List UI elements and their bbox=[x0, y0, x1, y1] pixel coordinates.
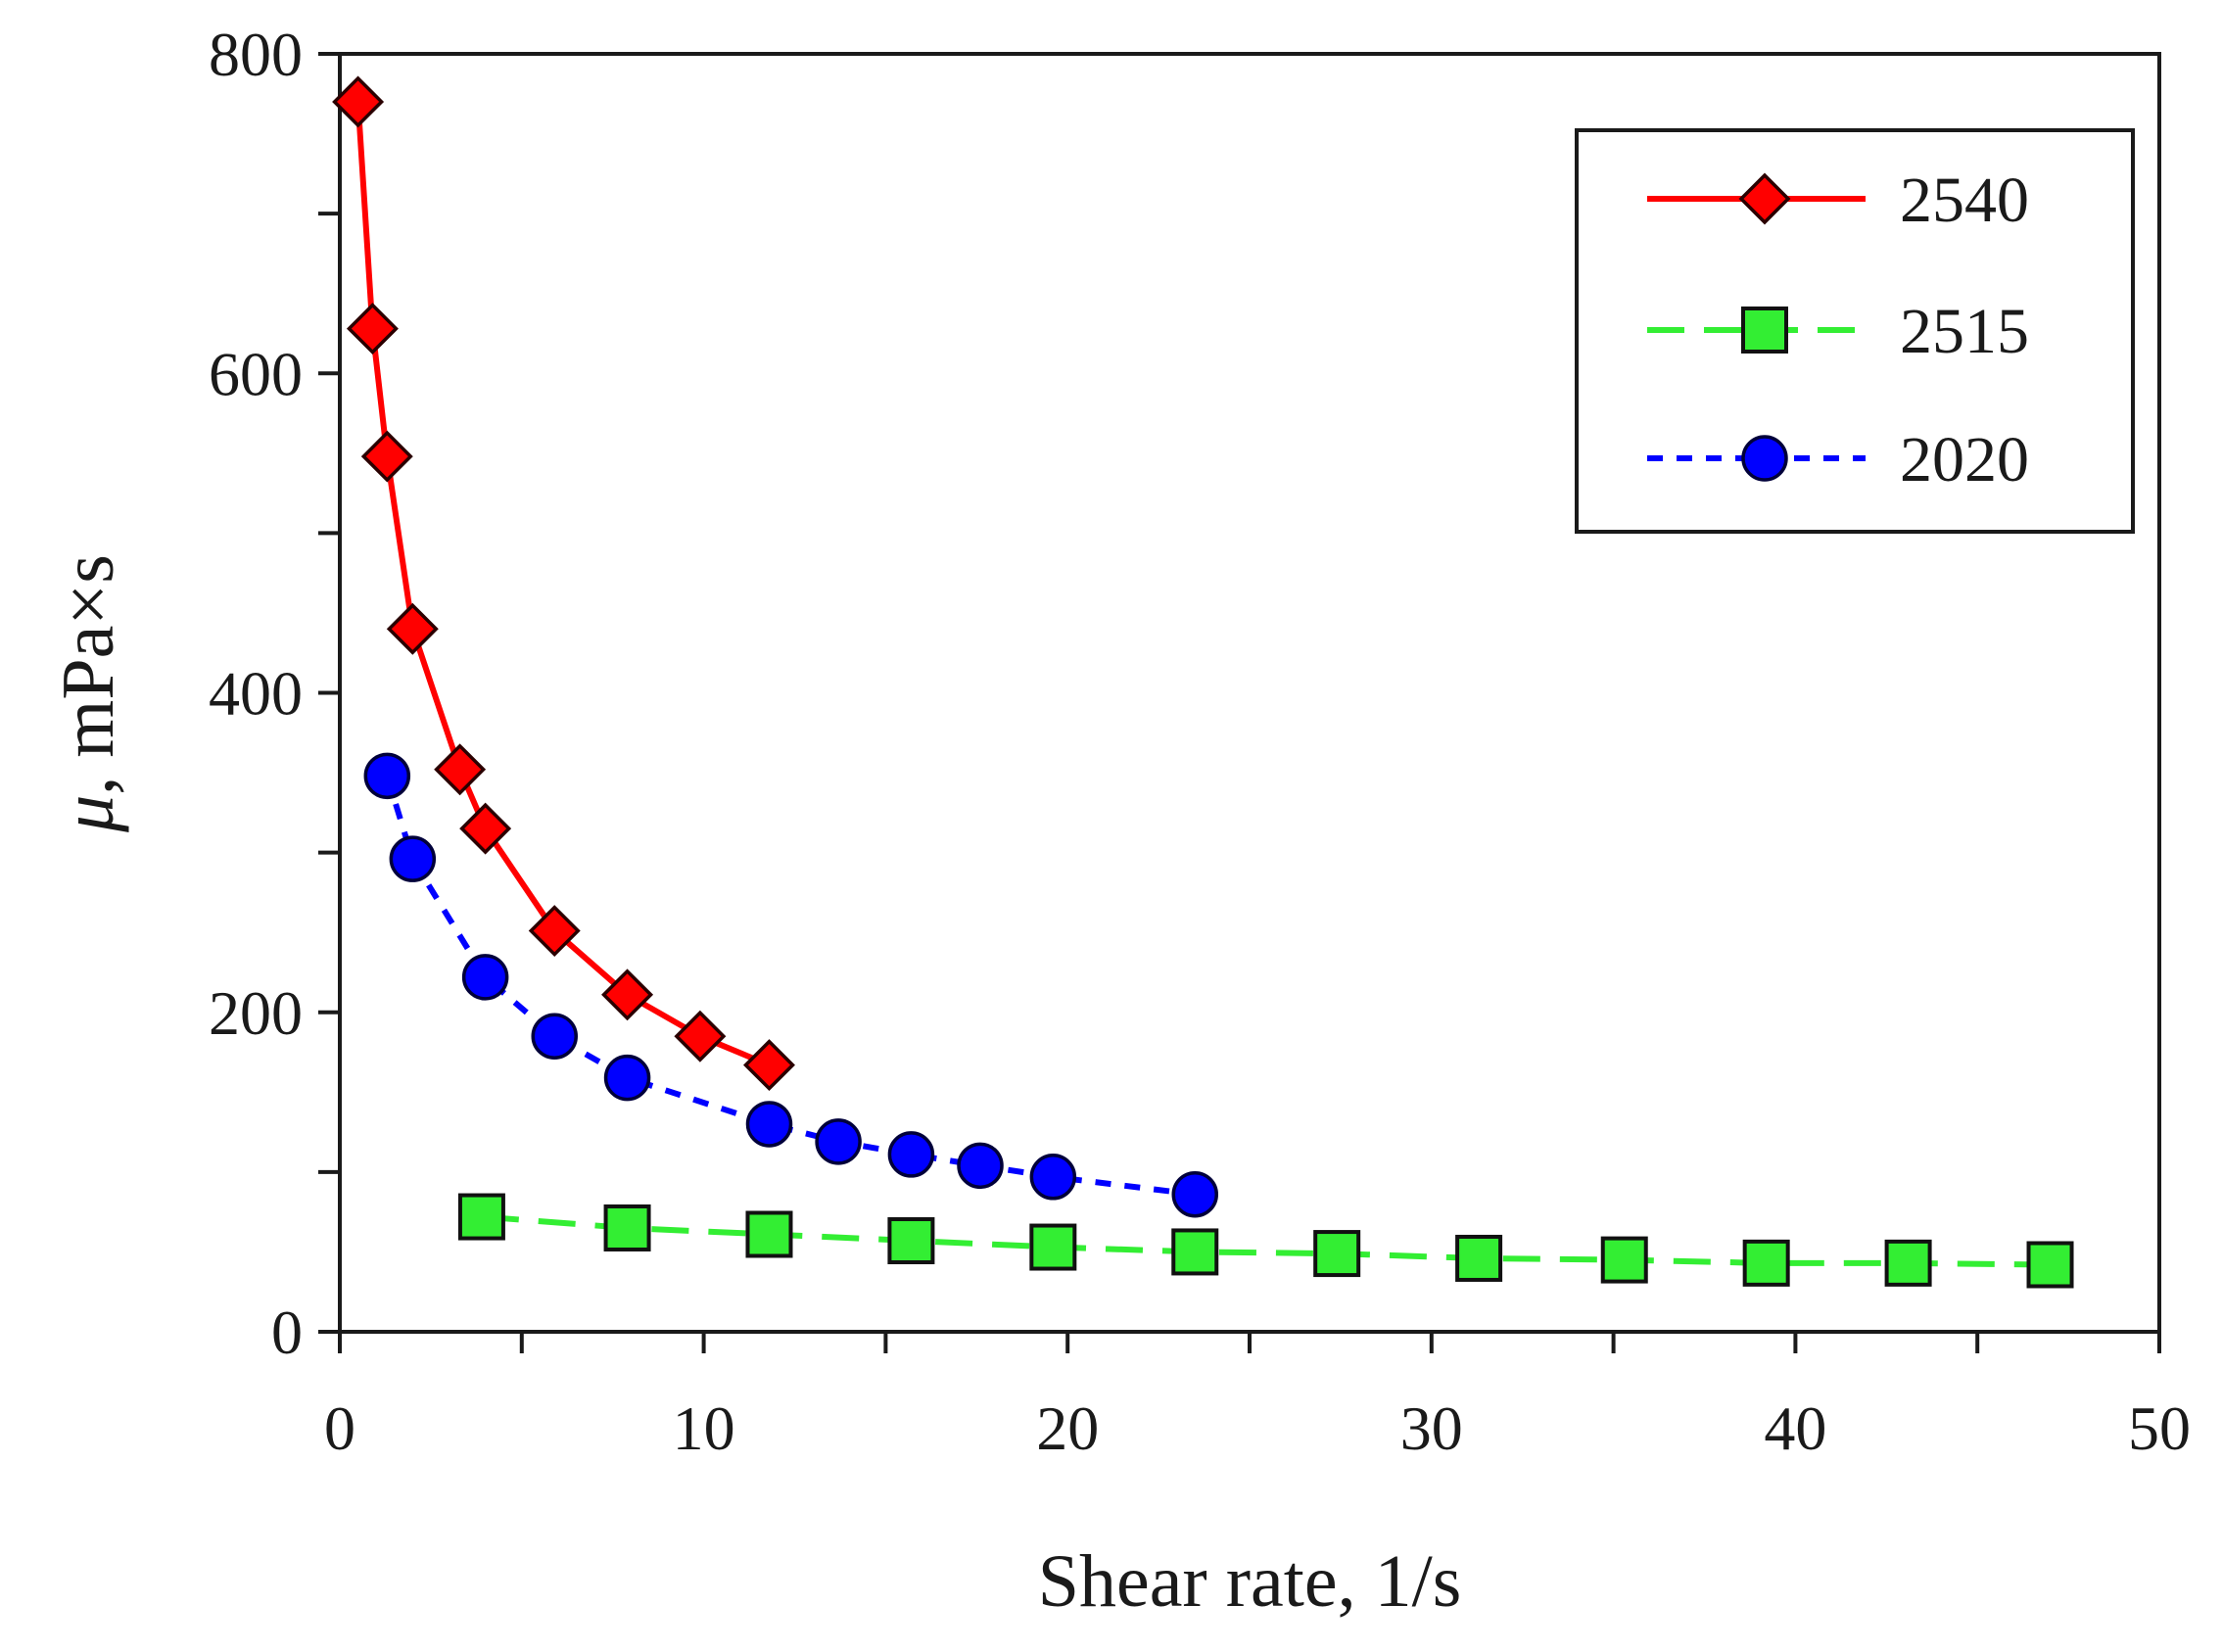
legend-marker-2515 bbox=[1741, 307, 1788, 354]
x-axis-title: Shear rate, 1/s bbox=[1038, 1540, 1462, 1623]
data-point-2020 bbox=[957, 1142, 1004, 1190]
y-tick-label: 800 bbox=[209, 20, 303, 89]
series-line-2540 bbox=[355, 101, 771, 1068]
series-line-2515 bbox=[481, 1213, 2051, 1268]
data-point-2515 bbox=[1455, 1234, 1503, 1282]
data-point-2540 bbox=[743, 1039, 795, 1092]
data-point-2515 bbox=[1742, 1239, 1790, 1287]
legend-label-2515: 2515 bbox=[1900, 296, 2029, 367]
data-point-2020 bbox=[815, 1118, 862, 1165]
y-axis-title-symbol: μ bbox=[47, 795, 129, 833]
y-axis: 0 200 400 600 800 bbox=[209, 20, 340, 1367]
y-axis-title-units: , mPa×s bbox=[47, 554, 129, 795]
legend-label-2020: 2020 bbox=[1900, 424, 2029, 496]
data-point-2540 bbox=[434, 743, 487, 796]
x-tick-label: 50 bbox=[2128, 1393, 2191, 1463]
data-point-2540 bbox=[386, 602, 439, 655]
y-axis-title: μ, mPa×s bbox=[47, 554, 129, 833]
series-line-2020 bbox=[384, 775, 1196, 1198]
data-point-2020 bbox=[887, 1131, 935, 1178]
legend-marker-2020 bbox=[1741, 435, 1788, 482]
data-point-2515 bbox=[745, 1210, 793, 1258]
data-point-2020 bbox=[603, 1054, 651, 1102]
data-point-2540 bbox=[528, 905, 581, 958]
data-point-2515 bbox=[887, 1217, 935, 1265]
data-point-2020 bbox=[745, 1101, 793, 1148]
data-point-2515 bbox=[603, 1204, 651, 1251]
legend-label-2540: 2540 bbox=[1900, 165, 2029, 236]
y-tick-label: 0 bbox=[271, 1298, 303, 1367]
data-point-2540 bbox=[346, 303, 399, 355]
x-axis: 0 10 20 30 40 50 bbox=[324, 1332, 2191, 1463]
series-lines bbox=[355, 101, 2051, 1268]
legend-marker-2540 bbox=[1738, 172, 1791, 225]
series-markers bbox=[332, 75, 2074, 1289]
x-tick-label: 40 bbox=[1764, 1393, 1826, 1463]
y-tick-label: 600 bbox=[209, 339, 303, 408]
x-tick-label: 20 bbox=[1036, 1393, 1099, 1463]
x-tick-label: 0 bbox=[324, 1393, 355, 1463]
x-tick-label: 10 bbox=[673, 1393, 735, 1463]
legend: 2540 2515 2020 bbox=[1575, 128, 2135, 534]
data-point-2020 bbox=[363, 752, 411, 800]
data-point-2540 bbox=[601, 968, 654, 1021]
data-point-2540 bbox=[360, 430, 413, 483]
data-point-2515 bbox=[1600, 1236, 1648, 1284]
data-point-2020 bbox=[531, 1013, 578, 1060]
data-point-2020 bbox=[461, 954, 509, 1001]
data-point-2540 bbox=[332, 75, 385, 128]
data-point-2540 bbox=[459, 802, 512, 855]
data-point-2020 bbox=[1029, 1154, 1077, 1201]
x-tick-label: 30 bbox=[1400, 1393, 1463, 1463]
data-point-2020 bbox=[1171, 1170, 1219, 1218]
data-point-2540 bbox=[674, 1010, 727, 1062]
data-point-2515 bbox=[2026, 1241, 2074, 1289]
data-point-2515 bbox=[457, 1193, 505, 1241]
y-tick-label: 400 bbox=[209, 659, 303, 729]
data-point-2515 bbox=[1171, 1228, 1219, 1276]
data-point-2020 bbox=[389, 835, 437, 882]
data-point-2515 bbox=[1884, 1239, 1932, 1287]
data-point-2515 bbox=[1029, 1223, 1077, 1271]
y-tick-label: 200 bbox=[209, 978, 303, 1048]
data-point-2515 bbox=[1313, 1230, 1361, 1278]
